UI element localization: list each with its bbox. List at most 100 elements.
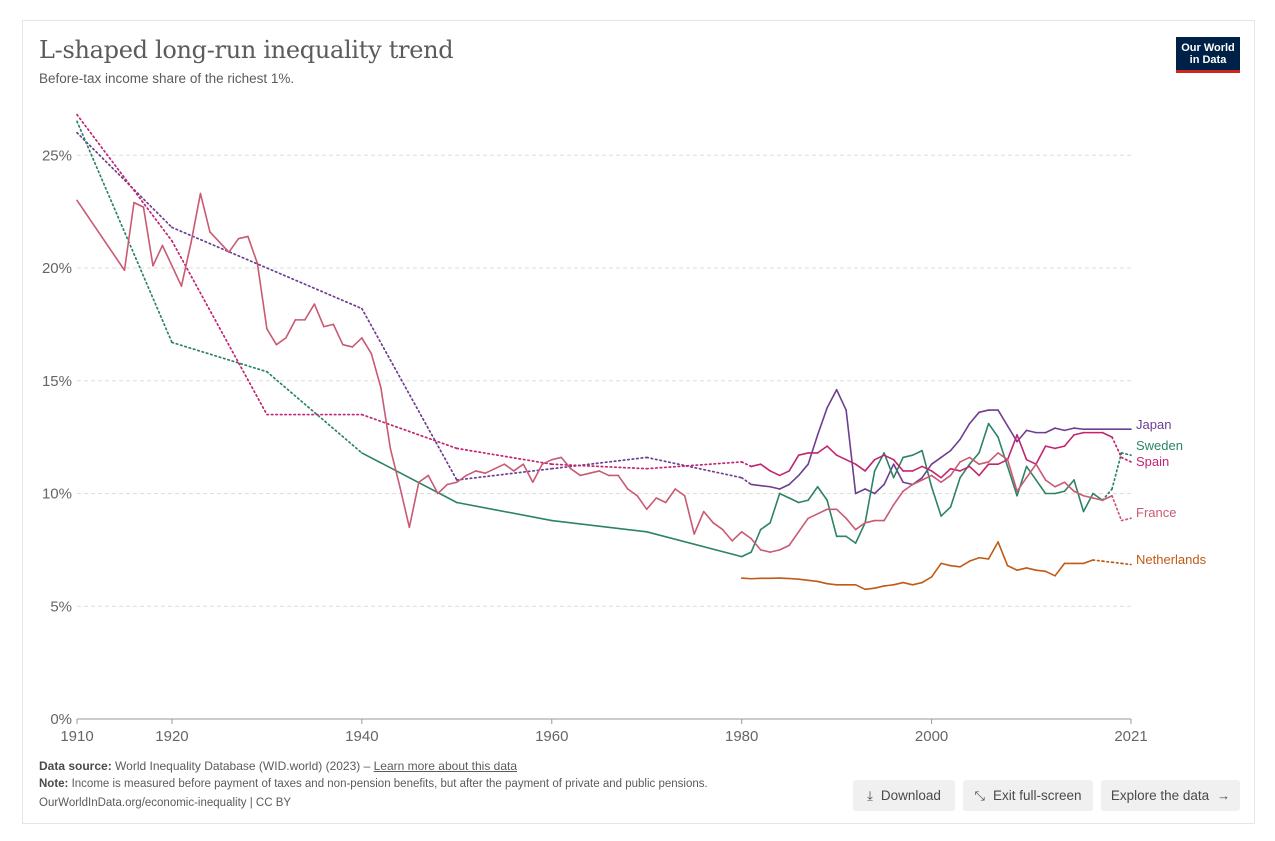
line-segment xyxy=(351,337,363,348)
explore-data-label: Explore the data xyxy=(1110,788,1210,803)
line-segment xyxy=(313,303,325,328)
line-segment xyxy=(788,474,800,486)
line-segment xyxy=(1025,458,1037,465)
line-segment xyxy=(332,323,344,346)
line-segment xyxy=(930,474,942,484)
line-segment xyxy=(978,556,990,560)
line-segment xyxy=(455,447,553,466)
line-segment xyxy=(1006,564,1018,571)
line-segment xyxy=(769,549,781,553)
line-segment xyxy=(968,556,980,562)
y-tick-label: 10% xyxy=(42,486,72,503)
series-france[interactable] xyxy=(76,192,1132,553)
line-segment xyxy=(864,519,876,524)
line-segment xyxy=(1120,562,1132,566)
line-segment xyxy=(816,485,828,502)
line-segment xyxy=(750,537,762,551)
series-spain[interactable] xyxy=(76,113,1132,479)
line-segment xyxy=(788,531,800,547)
y-tick-label: 0% xyxy=(50,711,72,728)
data-source-line: Data source: World Inequality Database (… xyxy=(39,759,517,773)
line-segment xyxy=(921,465,933,472)
line-segment xyxy=(484,467,496,475)
line-segment xyxy=(199,192,211,233)
line-segment xyxy=(1111,452,1123,490)
line-segment xyxy=(645,497,658,511)
y-tick-label: 25% xyxy=(42,147,72,164)
line-segment xyxy=(1044,445,1056,450)
line-segment xyxy=(361,307,458,481)
line-segment xyxy=(1035,463,1047,481)
line-segment xyxy=(807,579,819,583)
line-segment xyxy=(1092,497,1104,502)
explore-data-button[interactable]: Explore the data → xyxy=(1101,780,1240,811)
exit-fullscreen-button[interactable]: ⤡ Exit full-screen xyxy=(963,780,1093,811)
line-segment xyxy=(1073,490,1085,497)
series-label-france: France xyxy=(1136,505,1176,520)
line-segment xyxy=(892,490,904,506)
line-segment xyxy=(845,517,857,531)
logo-line-2: in Data xyxy=(1189,54,1227,66)
x-tick-label: 1980 xyxy=(725,728,758,745)
line-segment xyxy=(1101,560,1113,564)
line-segment xyxy=(911,449,923,456)
line-segment xyxy=(864,587,876,591)
line-segment xyxy=(494,463,506,470)
line-segment xyxy=(323,323,335,328)
line-segment xyxy=(997,458,1009,465)
series-sweden[interactable] xyxy=(76,120,1132,558)
line-segment xyxy=(598,470,610,477)
line-segment xyxy=(304,303,316,321)
line-segment xyxy=(503,463,515,472)
x-tick-label: 2000 xyxy=(915,728,948,745)
line-segment xyxy=(778,470,790,477)
download-button[interactable]: ⤓ Download xyxy=(853,780,955,811)
line-segment xyxy=(845,535,857,544)
line-segment xyxy=(835,454,847,461)
line-segment xyxy=(1044,427,1056,434)
series-japan[interactable] xyxy=(76,131,1132,495)
line-segment xyxy=(256,262,268,330)
line-segment xyxy=(522,463,534,484)
line-segment xyxy=(361,337,373,355)
line-segment xyxy=(940,474,952,484)
logo-line-1: Our World xyxy=(1181,42,1235,54)
line-segment xyxy=(959,422,971,441)
line-segment xyxy=(873,454,885,461)
line-segment xyxy=(778,544,790,551)
x-tick-label: 1940 xyxy=(345,728,378,745)
line-segment xyxy=(1092,559,1104,563)
line-segment xyxy=(769,485,781,490)
line-segment xyxy=(940,449,952,459)
line-segment xyxy=(626,488,639,497)
line-segment xyxy=(1016,434,1028,461)
line-segment xyxy=(1054,490,1066,495)
line-segment xyxy=(883,452,895,479)
line-segment xyxy=(797,578,809,582)
line-segment xyxy=(816,445,828,454)
line-segment xyxy=(1025,465,1037,481)
owid-logo[interactable]: Our World in Data xyxy=(1176,37,1240,73)
line-segment xyxy=(1120,456,1132,463)
line-segment xyxy=(1063,479,1075,493)
line-segment xyxy=(854,522,866,544)
series-netherlands[interactable] xyxy=(740,541,1132,591)
line-segment xyxy=(579,472,591,477)
learn-more-link[interactable]: Learn more about this data xyxy=(373,759,518,773)
line-segment xyxy=(807,485,819,502)
line-segment xyxy=(854,463,866,472)
series-label-netherlands: Netherlands xyxy=(1136,552,1207,567)
line-segment xyxy=(759,549,771,553)
source-url[interactable]: OurWorldInData.org/economic-inequality |… xyxy=(39,797,292,809)
line-segment xyxy=(759,522,771,531)
x-axis: 1910 1920 1940 1960 1980 2000 2021 xyxy=(60,718,1148,745)
line-segment xyxy=(171,226,363,310)
line-segment xyxy=(1025,463,1037,479)
line-segment xyxy=(190,192,202,244)
x-tick-label: 1960 xyxy=(535,728,568,745)
line-segment xyxy=(683,494,696,535)
line-segment xyxy=(835,388,847,411)
line-segment xyxy=(740,577,752,580)
line-segment xyxy=(788,454,800,472)
